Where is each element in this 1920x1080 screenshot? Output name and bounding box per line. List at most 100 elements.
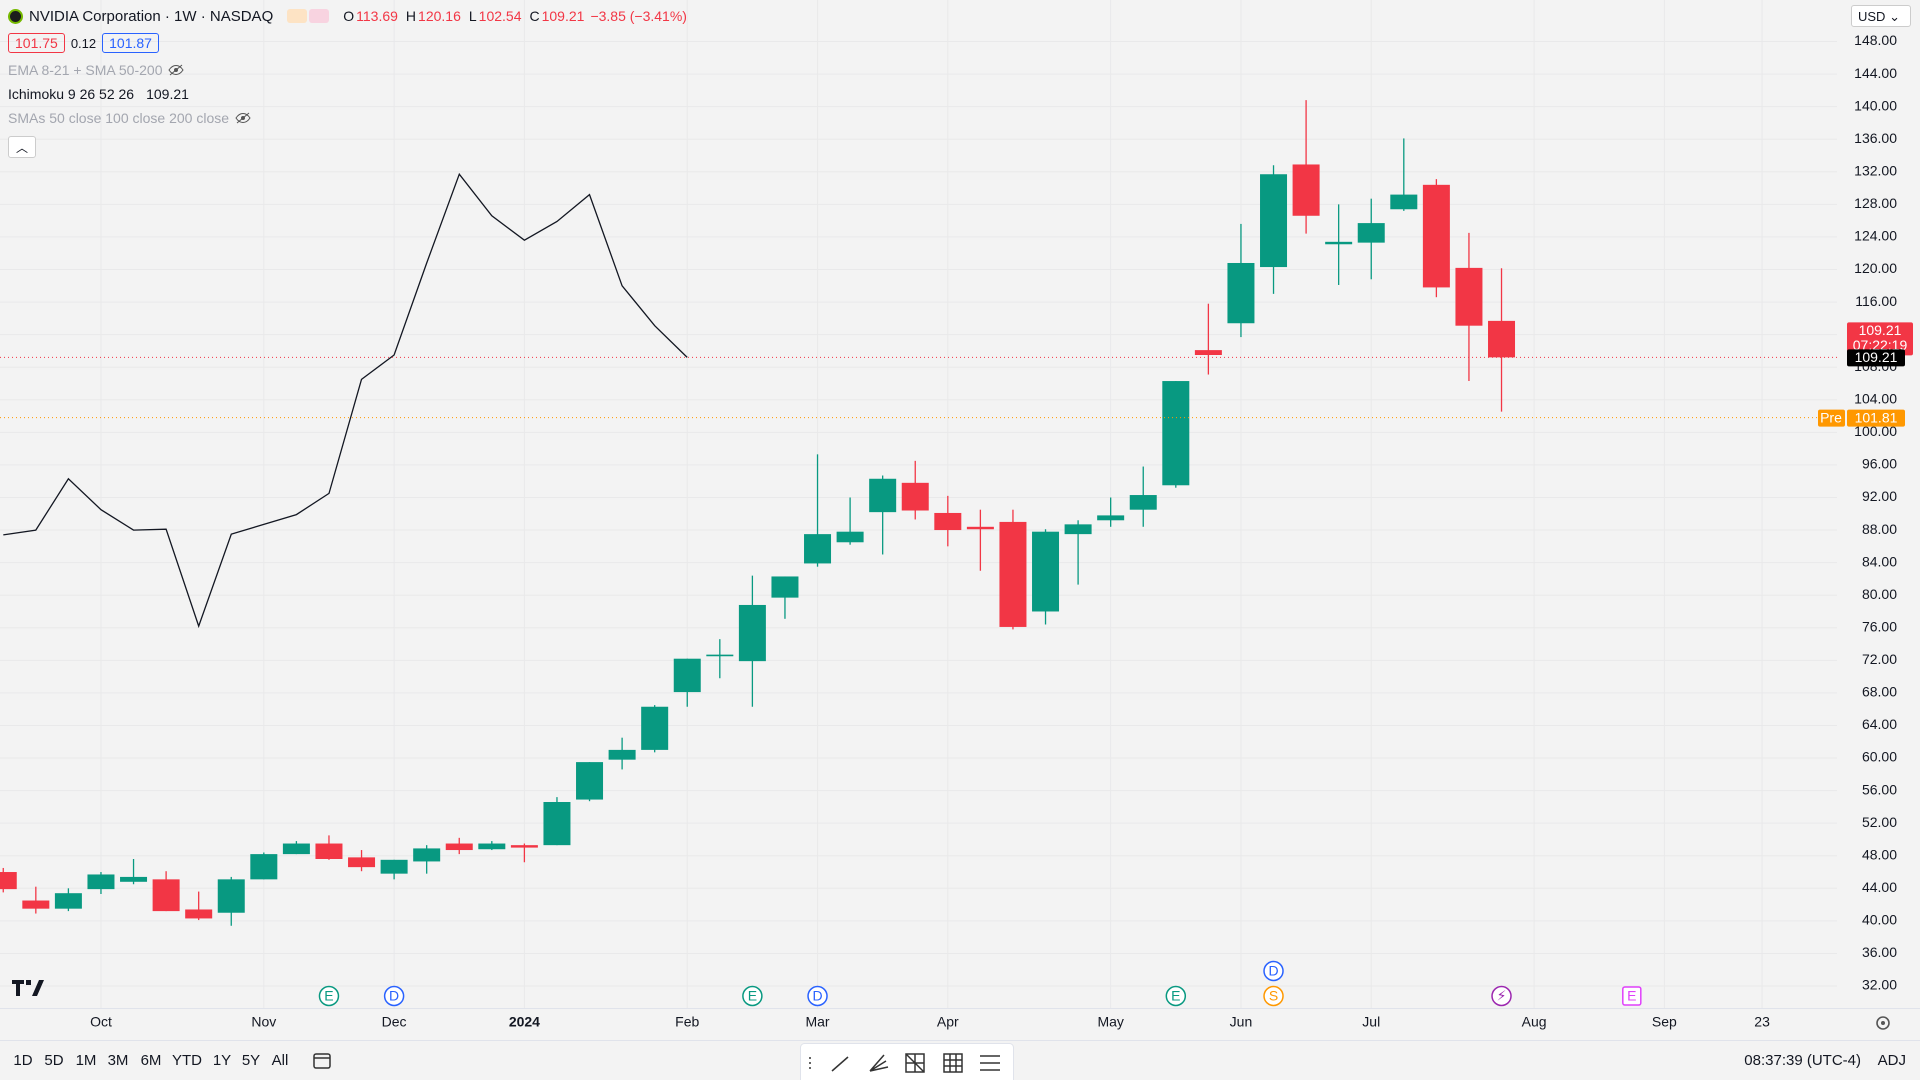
toolbar: 08:37:39 (UTC-4) ADJ 1D 5D 1M 3M 6M YTD 1Y 5Y Al… xyxy=(0,1040,1920,1080)
indicator-value: 109.21 xyxy=(146,86,189,102)
event-shape xyxy=(1165,985,1187,1007)
indicator-row: SMAs 50 close 100 close 200 close xyxy=(8,106,687,130)
premarket-tag-label: Pre xyxy=(1820,409,1842,425)
y-tick-label: 32.00 xyxy=(1862,977,1897,993)
ohlc-label: O xyxy=(343,8,355,24)
event-label: S xyxy=(1269,988,1278,1004)
candle-body xyxy=(576,762,604,800)
range-button[interactable]: All xyxy=(271,1052,289,1069)
ohlc-label: C xyxy=(529,8,540,24)
candle-body xyxy=(673,658,701,693)
indicator-row: EMA 8-21 + SMA 50-200 xyxy=(8,58,687,82)
y-tick-label: 52.00 xyxy=(1862,814,1897,830)
candle-body xyxy=(1097,515,1125,521)
event-marker[interactable]: E xyxy=(318,985,340,1007)
x-tick-label: May xyxy=(1097,1014,1123,1030)
y-tick-label: 36.00 xyxy=(1862,944,1897,960)
event-marker[interactable]: S xyxy=(1263,985,1284,1007)
candle-body xyxy=(901,482,929,511)
currency-select[interactable]: USD ⌄ xyxy=(1851,5,1911,27)
collapse-button[interactable]: ︿ xyxy=(8,136,36,158)
indicator-name: SMAs 50 close 100 close 200 close xyxy=(8,110,230,126)
axes: 32.00 36.00 40.00 44.00 48.00 52.00 56.00 60.00… xyxy=(90,32,1913,1030)
event-marker[interactable]: E xyxy=(1165,985,1187,1007)
price-badge xyxy=(1847,322,1913,356)
x-tick-label: Sep xyxy=(1652,1014,1677,1030)
countdown: 07:22:19 xyxy=(1853,337,1908,353)
symbol-row: NVIDIA Corporation · 1W · NASDAQ O 113.69… xyxy=(8,4,687,28)
y-tick-label: 140.00 xyxy=(1854,97,1897,113)
y-tick-label: 64.00 xyxy=(1862,716,1897,732)
x-tick-label: Nov xyxy=(251,1014,276,1030)
event-shape xyxy=(807,985,828,1007)
x-tick-label: 2024 xyxy=(509,1014,540,1030)
quote-row: 101.75 0.12 101.87 xyxy=(8,28,687,58)
tv-logo xyxy=(12,980,44,996)
event-label: E xyxy=(748,988,757,1004)
event-label: D xyxy=(389,988,399,1004)
range-button[interactable]: 1M xyxy=(75,1052,97,1069)
event-marker[interactable]: D xyxy=(1263,960,1284,982)
trend-tool xyxy=(831,1056,849,1072)
candle-body xyxy=(608,749,636,760)
range-button[interactable]: 3M xyxy=(107,1052,129,1069)
range-button[interactable]: YTD xyxy=(172,1052,202,1069)
event-marker[interactable]: ⚡ xyxy=(1491,985,1512,1007)
candle-body xyxy=(641,706,669,750)
drawing-tools xyxy=(800,1043,1014,1080)
event-marker[interactable]: E xyxy=(742,985,763,1007)
event-marker[interactable]: D xyxy=(383,985,405,1007)
ohlc-label: L xyxy=(468,8,477,24)
currency: USD xyxy=(1858,9,1886,24)
candle-body xyxy=(217,879,245,913)
y-tick-label: 60.00 xyxy=(1862,749,1897,765)
ohlc-value: 120.16 xyxy=(418,8,461,24)
candle-body xyxy=(87,874,115,890)
premarket-badge xyxy=(1847,409,1905,427)
y-tick-label: 100.00 xyxy=(1854,423,1897,439)
event-shape xyxy=(318,985,340,1007)
candle-body xyxy=(771,576,799,598)
event-marker[interactable]: D xyxy=(807,985,828,1007)
y-tick-label: 84.00 xyxy=(1862,553,1897,569)
date-range-icon[interactable] xyxy=(312,1051,334,1071)
candle-body xyxy=(999,521,1027,627)
event-marker[interactable]: E xyxy=(1622,986,1642,1006)
y-tick-label: 88.00 xyxy=(1862,521,1897,537)
candle-body xyxy=(250,854,278,880)
event-label: E xyxy=(1171,988,1180,1004)
event-label: D xyxy=(1268,963,1278,979)
candle-body xyxy=(706,654,734,657)
y-tick-label: 148.00 xyxy=(1854,32,1897,48)
candle-body xyxy=(738,604,766,662)
candle-body xyxy=(1162,381,1190,486)
x-tick-label: Jul xyxy=(1362,1014,1380,1030)
event-label: E xyxy=(1627,988,1636,1004)
y-tick-label: 56.00 xyxy=(1862,781,1897,797)
visibility-icon[interactable] xyxy=(168,64,185,76)
settings-icon[interactable] xyxy=(1876,1016,1890,1030)
bid[interactable]: 101.75 xyxy=(8,33,65,53)
logo xyxy=(8,8,23,24)
y-tick-label: 80.00 xyxy=(1862,586,1897,602)
range-button[interactable]: 1Y xyxy=(212,1052,232,1069)
candle-body xyxy=(966,526,994,530)
ohlc-value: 113.69 xyxy=(356,8,398,24)
range-button[interactable]: 6M xyxy=(140,1052,162,1069)
candle-body xyxy=(445,843,473,851)
candle-body xyxy=(1227,262,1255,324)
visibility-icon[interactable] xyxy=(235,112,251,124)
candle-body xyxy=(1194,350,1222,355)
ohlc-value: 109.21 xyxy=(541,8,585,24)
event-shape xyxy=(1622,986,1642,1006)
ask[interactable]: 101.87 xyxy=(102,33,159,53)
candle-body xyxy=(1357,223,1385,243)
candle-body xyxy=(22,900,50,909)
range-button[interactable]: 1D xyxy=(13,1052,33,1069)
range-button[interactable]: 5D xyxy=(44,1052,64,1069)
candle-body xyxy=(1260,174,1288,268)
range-button[interactable]: 5Y xyxy=(241,1052,261,1069)
adj-toggle[interactable]: ADJ xyxy=(1877,1052,1906,1069)
candle-body xyxy=(543,802,571,846)
